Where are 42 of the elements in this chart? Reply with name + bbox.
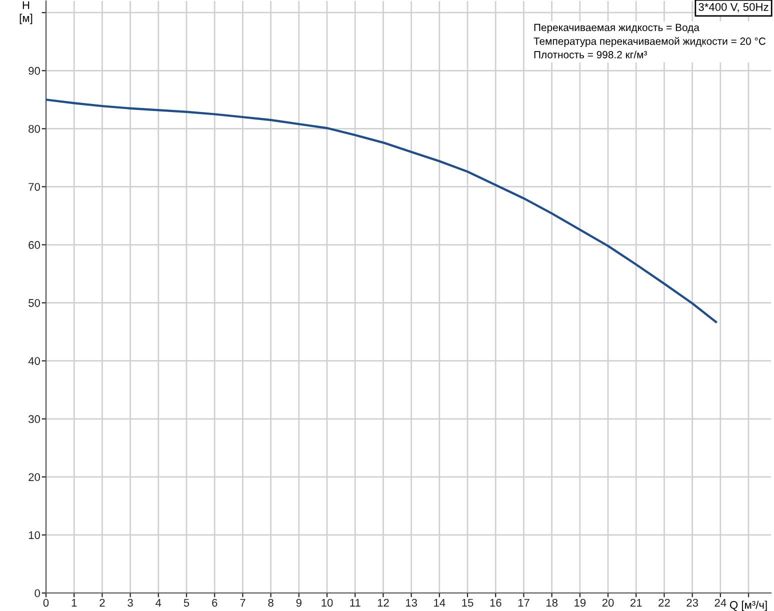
x-tick-label: 9 — [296, 598, 302, 607]
x-tick-label: 5 — [184, 598, 190, 607]
x-tick-label: 6 — [212, 598, 218, 607]
y-tick-label: 70 — [28, 182, 40, 191]
x-tick-label: 14 — [434, 598, 446, 607]
y-axis-title: H [м] — [20, 1, 32, 24]
y-tick-label: 10 — [28, 531, 40, 540]
x-tick-label: 21 — [630, 598, 642, 607]
x-tick-label: 19 — [574, 598, 586, 607]
x-tick-label: 2 — [100, 598, 105, 607]
annotation: Плотность = 998.2 кг/м³ — [534, 50, 647, 58]
x-tick-label: 20 — [602, 598, 614, 607]
x-tick-label: 1 — [72, 598, 77, 607]
y-tick-label: 30 — [28, 415, 40, 424]
x-tick-label: 8 — [268, 598, 274, 607]
x-tick-label: 4 — [156, 598, 162, 607]
annotation: Перекачиваемая жидкость = Вода — [534, 24, 700, 34]
y-tick-label: 90 — [28, 66, 40, 75]
x-tick-label: 22 — [658, 598, 670, 607]
x-tick-label: 23 — [686, 598, 698, 607]
line-series — [46, 98, 718, 324]
y-tick-label: 50 — [28, 299, 40, 307]
x-axis-title: Q [м³/ч] — [730, 600, 767, 611]
annotation: Температура перекачиваемой жидкости = 20 °C — [534, 37, 766, 47]
y-tick-label: 0 — [34, 589, 40, 598]
x-tick-label: 24 — [714, 598, 726, 607]
x-tick-label: 0 — [43, 598, 49, 607]
x-tick-label: 13 — [406, 598, 417, 607]
x-tick-label: 7 — [240, 598, 246, 607]
y-tick-label: 60 — [28, 241, 40, 249]
x-tick-label: 18 — [546, 598, 558, 607]
annotation: 3*400 V, 50Hz — [698, 3, 768, 12]
x-tick-label: 17 — [518, 598, 530, 607]
y-tick-label: 20 — [28, 473, 40, 482]
y-tick-label: 40 — [28, 357, 40, 365]
y-tick-label: 80 — [28, 124, 40, 133]
x-tick-label: 12 — [378, 598, 389, 607]
x-tick-label: 16 — [490, 598, 502, 607]
x-tick-label: 15 — [462, 598, 474, 607]
x-tick-label: 11 — [350, 598, 360, 607]
x-tick-label: 10 — [322, 598, 333, 607]
x-tick-label: 3 — [128, 598, 133, 607]
